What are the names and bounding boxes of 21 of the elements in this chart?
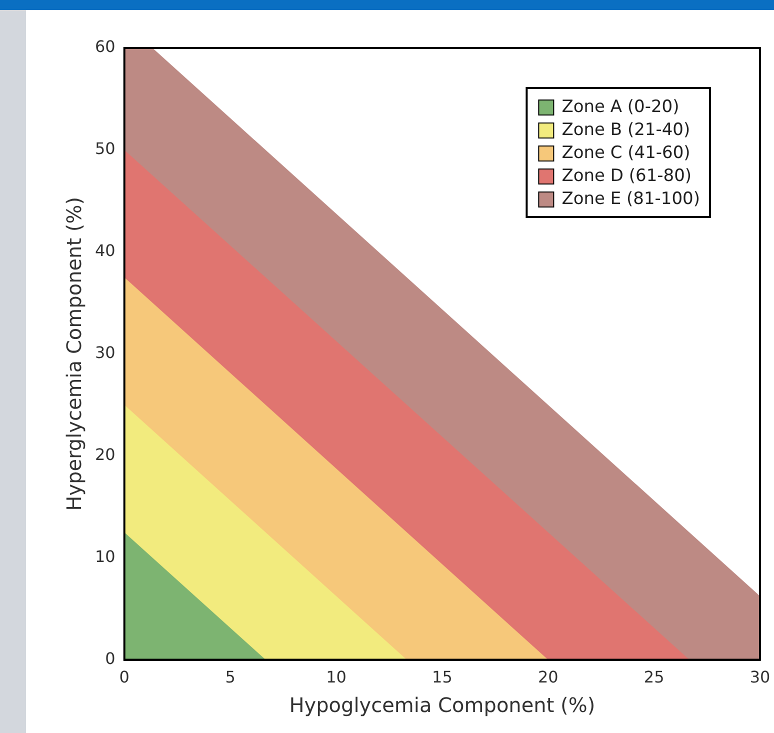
x-tick-label: 25: [644, 668, 664, 687]
x-tick-label: 5: [225, 668, 236, 687]
x-tick-label: 0: [119, 668, 130, 687]
x-tick-label: 10: [326, 668, 346, 687]
y-tick-label: 30: [95, 343, 116, 362]
y-tick-label: 10: [95, 546, 116, 566]
x-tick-label: 20: [538, 668, 558, 687]
y-tick-label: 0: [105, 648, 116, 668]
y-axis-title: Hyperglycemia Component (%): [62, 196, 86, 511]
legend-label: Zone B (21-40): [562, 120, 690, 140]
legend-label: Zone C (41-60): [562, 142, 690, 163]
legend-label: Zone A (0-20): [562, 96, 680, 117]
y-tick-label: 40: [95, 241, 116, 260]
legend-label: Zone D (61-80): [562, 166, 692, 186]
x-axis-title: Hypoglycemia Component (%): [289, 693, 596, 718]
x-tick-label: 15: [432, 668, 452, 687]
legend-label: Zone E (81-100): [562, 188, 700, 209]
y-tick-label: 50: [95, 139, 116, 158]
x-tick-label: 30: [750, 668, 770, 687]
y-tick-label: 20: [95, 445, 116, 464]
y-tick-label: 60: [95, 37, 116, 56]
